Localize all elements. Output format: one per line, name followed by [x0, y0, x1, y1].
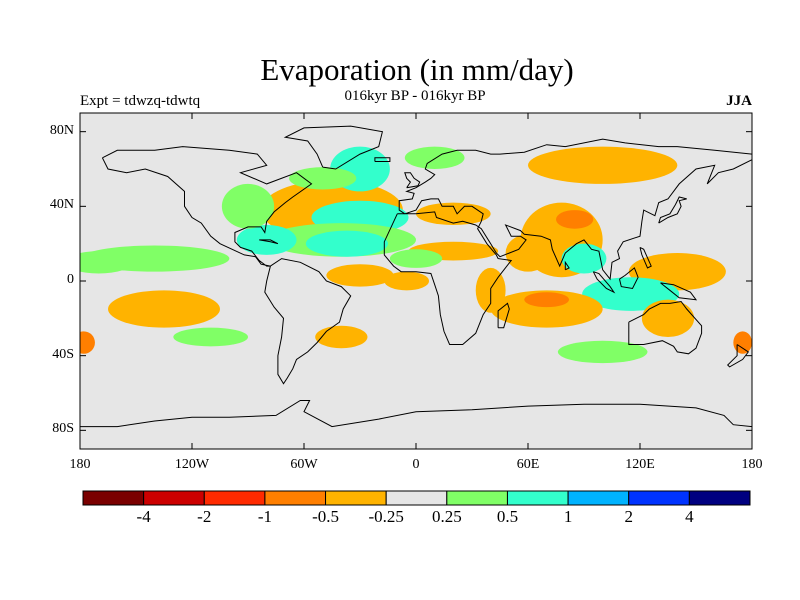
- colorbar-label: 0.5: [496, 507, 519, 526]
- coast-iceland: [374, 157, 391, 162]
- colorbar-swatch: [628, 490, 690, 506]
- anomaly-south-indian-green: [557, 340, 648, 364]
- colorbar-label: -2: [197, 507, 212, 526]
- lon-tick-label: 60E: [516, 457, 540, 472]
- chart-subtitle: 016kyr BP - 016kyr BP: [344, 88, 486, 104]
- lon-tick-label: 120E: [625, 457, 655, 472]
- colorbar-label: -0.25: [368, 507, 404, 526]
- lon-tick-label: 60W: [290, 457, 318, 472]
- chart-title: Evaporation (in mm/day): [260, 52, 574, 87]
- lon-tick-label: 180: [69, 457, 91, 472]
- season-label: JJA: [726, 93, 752, 109]
- anomaly-southern-ocean-right: [733, 331, 752, 354]
- colorbar: [82, 490, 751, 506]
- lat-tick-label: 80N: [49, 122, 74, 138]
- coastlines: [80, 125, 752, 428]
- anomaly-south-pacific-green: [173, 327, 248, 347]
- lon-tick-label: 0: [412, 457, 420, 472]
- anomaly-southern-ocean-left-red: [80, 331, 95, 354]
- anomaly-layer: [80, 146, 752, 364]
- coast-greenland: [283, 125, 384, 170]
- lat-tick-label: 0: [67, 272, 74, 287]
- anomaly-indian-ocean-south: [490, 290, 603, 328]
- anomaly-labrador: [289, 167, 357, 190]
- anomaly-bay-of-bengal: [561, 243, 607, 274]
- anomaly-siberia-orange: [528, 146, 678, 184]
- colorbar-swatch: [385, 490, 448, 506]
- colorbar-swatch: [446, 490, 508, 506]
- coast-australia: [628, 300, 703, 355]
- colorbar-swatch: [203, 490, 266, 506]
- lat-tick-label: 40S: [52, 346, 74, 362]
- colorbar-label: 2: [624, 507, 633, 526]
- coast-borneo: [619, 267, 639, 290]
- anomaly-gulf-of-guinea: [384, 271, 430, 291]
- coast-new-zealand: [726, 344, 750, 368]
- coast-madagascar: [497, 302, 510, 329]
- coast-sri-lanka: [564, 260, 570, 271]
- lon-tick-label: 120W: [174, 457, 210, 472]
- colorbar-swatch: [325, 490, 387, 506]
- coast-eurasia-africa: [383, 138, 752, 345]
- coast-japan: [658, 196, 687, 224]
- lat-tick-label: 80S: [52, 421, 74, 437]
- colorbar-swatch: [264, 490, 327, 506]
- colorbar-label: 4: [685, 507, 694, 526]
- coast-philippines: [639, 246, 652, 269]
- axis-ticks: [79, 113, 753, 449]
- anomaly-australia: [641, 299, 695, 338]
- coast-new-guinea: [660, 282, 698, 301]
- colorbar-swatch: [567, 490, 630, 506]
- anomaly-indian-ocean-red: [524, 292, 570, 308]
- colorbar-label: 0.25: [431, 507, 462, 526]
- colorbar-swatch: [82, 490, 145, 506]
- coast-caribbean-cuba: [259, 239, 279, 245]
- experiment-label: Expt = tdwzq-tdwtq: [80, 93, 201, 109]
- lat-tick-label: 40N: [49, 197, 74, 213]
- colorbar-label: -0.5: [312, 507, 339, 526]
- colorbar-swatch: [143, 490, 205, 506]
- colorbar-label: -1: [257, 507, 272, 526]
- coast-britain: [404, 172, 421, 189]
- anomaly-sahel-green: [389, 249, 443, 268]
- coast-sumatra: [592, 271, 616, 294]
- anomaly-tropical-atlantic-orange: [326, 264, 394, 287]
- anomaly-north-pacific-west-green: [80, 251, 133, 274]
- anomaly-atlantic-band-teal: [305, 230, 388, 257]
- anomaly-mediterranean: [416, 202, 491, 225]
- anomaly-us-east: [221, 183, 275, 229]
- colorbar-swatch: [688, 490, 751, 506]
- coast-antarctica: [80, 400, 752, 428]
- colorbar-label: 1: [563, 507, 573, 526]
- anomaly-tibet: [556, 210, 594, 229]
- colorbar-swatch: [506, 490, 569, 506]
- coast-south-america: [264, 258, 352, 385]
- lon-tick-label: 180: [741, 457, 763, 472]
- anomaly-norway-sea: [404, 146, 465, 169]
- anomaly-south-atlantic-orange: [315, 325, 368, 349]
- colorbar-label: -4: [136, 507, 151, 526]
- anomaly-south-pacific-orange: [108, 290, 220, 328]
- coast-north-america: [101, 146, 313, 267]
